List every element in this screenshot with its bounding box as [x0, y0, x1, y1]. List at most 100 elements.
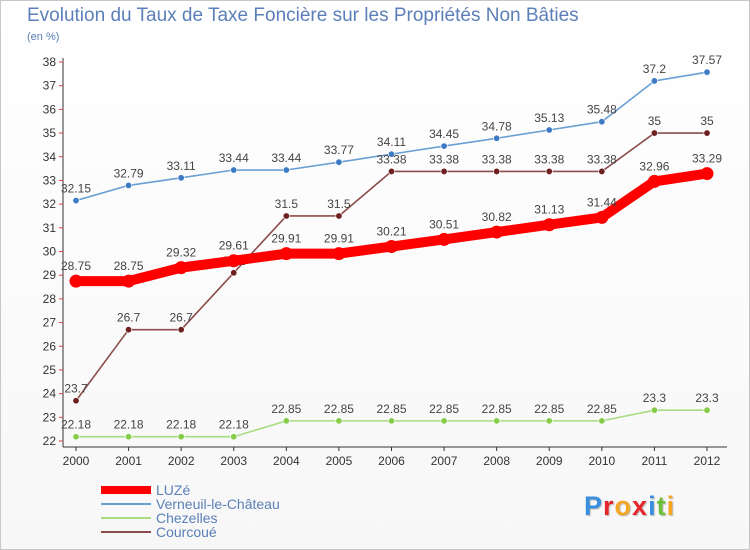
- series-courcoue-data-label: 33.38: [429, 152, 459, 166]
- series-verneuil-le-chateau-data-label: 37.2: [643, 62, 667, 76]
- legend-label: Courcoué: [156, 524, 217, 540]
- series-courcoue-point: [703, 129, 711, 137]
- series-verneuil-le-chateau-data-label: 34.45: [429, 127, 459, 141]
- legend-label: Chezelles: [156, 510, 218, 526]
- y-tick-label: 36: [43, 102, 57, 116]
- y-tick-label: 25: [43, 363, 57, 377]
- x-tick-label: 2009: [536, 454, 563, 468]
- y-tick-label: 37: [43, 79, 57, 93]
- series-chezelles-point: [230, 433, 238, 441]
- legend-item: Verneuil-le-Château: [101, 497, 280, 511]
- y-tick-label: 32: [43, 197, 57, 211]
- series-courcoue-point: [440, 167, 448, 175]
- series-courcoue-point: [177, 326, 185, 334]
- series-luze-point: [542, 218, 556, 232]
- series-luze-point: [595, 210, 609, 224]
- series-verneuil-le-chateau-point: [282, 166, 290, 174]
- series-luze-data-label: 29.61: [219, 239, 249, 253]
- series-chezelles-point: [440, 417, 448, 425]
- y-tick-label: 28: [43, 292, 57, 306]
- x-tick-label: 2007: [431, 454, 458, 468]
- legend-item: Chezelles: [101, 511, 280, 525]
- x-tick-label: 2012: [694, 454, 721, 468]
- series-verneuil-le-chateau-point: [177, 174, 185, 182]
- series-courcoue-point: [545, 167, 553, 175]
- series-chezelles-data-label: 22.18: [61, 418, 91, 432]
- series-chezelles-point: [493, 417, 501, 425]
- series-luze-data-label: 29.91: [271, 232, 301, 246]
- y-tick-label: 24: [43, 387, 57, 401]
- y-tick-label: 34: [43, 150, 57, 164]
- series-luze-data-label: 32.96: [639, 159, 669, 173]
- series-verneuil-le-chateau-data-label: 34.78: [482, 119, 512, 133]
- series-verneuil-le-chateau-data-label: 35.13: [534, 111, 564, 125]
- series-chezelles-point: [335, 417, 343, 425]
- series-chezelles-data-label: 22.85: [324, 402, 354, 416]
- series-verneuil-le-chateau-data-label: 33.11: [167, 159, 196, 173]
- x-tick-label: 2002: [168, 454, 195, 468]
- series-chezelles-data-label: 22.18: [166, 418, 196, 432]
- legend-item: Courcoué: [101, 525, 280, 539]
- series-luze-data-label: 28.75: [61, 259, 91, 273]
- y-tick-label: 22: [43, 434, 57, 448]
- y-tick-label: 33: [43, 173, 57, 187]
- series-chezelles-data-label: 22.85: [376, 402, 406, 416]
- series-luze-point: [174, 261, 188, 275]
- series-courcoue-point: [650, 129, 658, 137]
- series-verneuil-le-chateau-point: [440, 142, 448, 150]
- series-verneuil-le-chateau-point: [387, 150, 395, 158]
- x-tick-label: 2006: [378, 454, 405, 468]
- x-tick-label: 2008: [483, 454, 510, 468]
- series-luze-data-label: 31.44: [587, 195, 617, 209]
- y-tick-label: 31: [43, 221, 57, 235]
- series-courcoue-data-label: 26.7: [169, 311, 193, 325]
- legend-label: Verneuil-le-Château: [156, 496, 280, 512]
- y-tick-label: 38: [43, 55, 57, 69]
- series-chezelles-point: [282, 417, 290, 425]
- series-luze-point: [647, 174, 661, 188]
- series-chezelles-point: [387, 417, 395, 425]
- legend-swatch: [101, 503, 151, 505]
- brand-letter: x: [632, 491, 649, 521]
- series-courcoue-data-label: 33.38: [587, 152, 617, 166]
- series-courcoue-data-label: 33.38: [376, 152, 406, 166]
- series-verneuil-le-chateau-data-label: 34.11: [377, 135, 406, 149]
- series-chezelles-point: [72, 433, 80, 441]
- series-chezelles-data-label: 22.18: [219, 418, 249, 432]
- series-chezelles-point: [125, 433, 133, 441]
- series-luze-data-label: 30.51: [429, 217, 459, 231]
- brand-letter: o: [614, 491, 633, 521]
- brand-letter: i: [666, 491, 676, 521]
- series-verneuil-le-chateau-data-label: 33.77: [324, 143, 354, 157]
- x-tick-label: 2001: [115, 454, 142, 468]
- series-luze-point: [122, 274, 136, 288]
- series-courcoue-data-label: 31.5: [275, 197, 299, 211]
- series-courcoue-point: [282, 212, 290, 220]
- series-luze-point: [700, 167, 714, 181]
- series-courcoue-data-label: 31.5: [327, 197, 351, 211]
- series-chezelles-point: [545, 417, 553, 425]
- series-courcoue-point: [493, 167, 501, 175]
- series-verneuil-le-chateau-point: [493, 134, 501, 142]
- series-chezelles-point: [177, 433, 185, 441]
- chart-title: Evolution du Taux de Taxe Foncière sur l…: [27, 5, 579, 26]
- x-tick-label: 2000: [63, 454, 90, 468]
- series-chezelles-data-label: 22.85: [482, 402, 512, 416]
- series-verneuil-le-chateau-data-label: 33.44: [271, 151, 301, 165]
- series-luze-point: [490, 225, 504, 239]
- series-courcoue-data-label: 35: [700, 114, 714, 128]
- series-courcoue-point: [72, 397, 80, 405]
- series-luze-data-label: 33.29: [692, 152, 722, 166]
- series-verneuil-le-chateau-data-label: 37.57: [692, 53, 722, 67]
- series-chezelles-data-label: 22.85: [429, 402, 459, 416]
- series-courcoue-data-label: 23.7: [64, 382, 88, 396]
- y-tick-label: 30: [43, 245, 57, 259]
- series-courcoue-point: [335, 212, 343, 220]
- series-luze-data-label: 30.21: [376, 225, 406, 239]
- plot-area: 22 23 24 25 26 27 28 29 30 31 32 33 34 35 36 37 38 2000 20…: [43, 53, 727, 468]
- series-verneuil-le-chateau-point: [125, 181, 133, 189]
- series-courcoue-data-label: 33.38: [534, 152, 564, 166]
- legend-swatch: [101, 486, 151, 494]
- series-courcoue-point: [125, 326, 133, 334]
